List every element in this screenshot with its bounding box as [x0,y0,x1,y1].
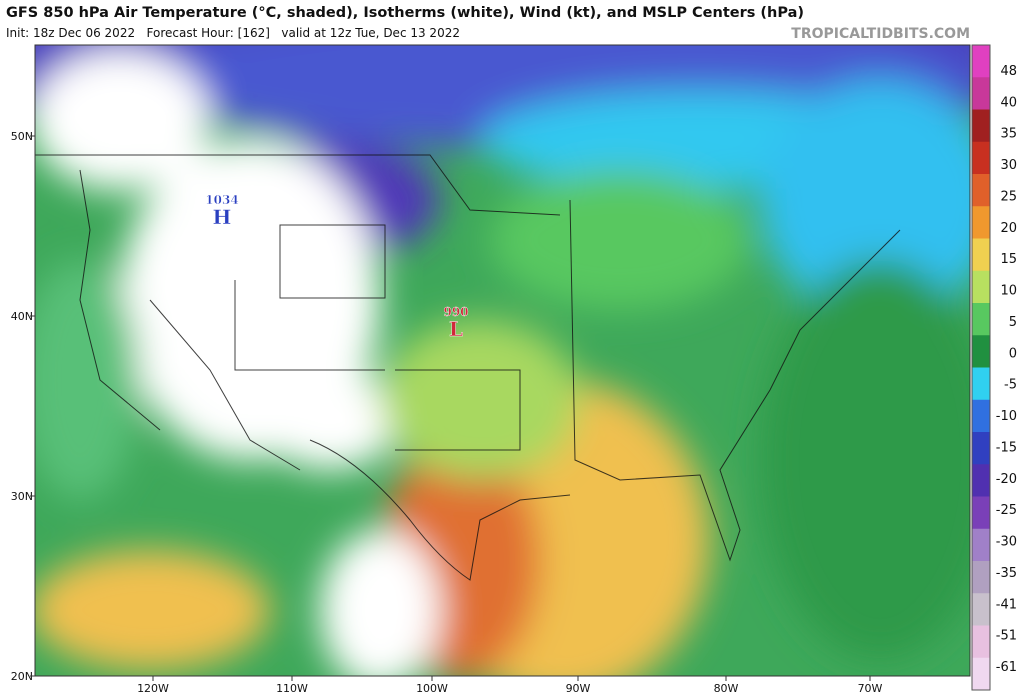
colorbar-label: 35 [1000,127,1017,142]
colorbar-label: 25 [1000,189,1017,204]
colorbar-label: 10 [1000,284,1017,299]
colorbar-segment [972,335,990,368]
lon-label: 80W [714,682,739,695]
colorbar-label: -20 [996,472,1017,487]
lon-label: 110W [276,682,308,695]
map [35,45,970,676]
colorbar-segment [972,528,990,562]
colorbar-segment [972,657,990,691]
pressure-center: L [449,317,463,341]
colorbar-segment [972,464,990,497]
colorbar-segment [972,109,990,143]
colorbar-segment [972,141,990,175]
lon-label: 70W [858,682,883,695]
colorbar-label: -30 [996,535,1017,550]
lon-label: 90W [566,682,591,695]
colorbar-segment [972,174,990,207]
colorbar-segment [972,399,990,433]
pressure-center: H [213,205,232,229]
colorbar-label: 30 [1000,158,1017,173]
colorbar-segment [972,432,990,465]
colorbar-segment [972,206,990,239]
colorbar-segment [972,496,990,530]
lat-label: 40N [11,310,33,323]
lon-label: 100W [416,682,448,695]
colorbar-label: -35 [996,566,1017,581]
colorbar-segment [972,625,990,659]
lon-label: 120W [137,682,169,695]
colorbar-segment [972,238,990,272]
lat-label: 30N [11,490,33,503]
title: GFS 850 hPa Air Temperature (°C, shaded)… [6,5,804,21]
lat-label: 20N [11,670,33,683]
colorbar-label: -25 [996,503,1017,518]
colorbar-label: 5 [1009,315,1017,330]
colorbar-segment [972,367,990,401]
pressure-value: 1034 [205,193,238,207]
colorbar-label: -15 [996,440,1017,455]
colorbar-segment [972,561,990,594]
credit: TROPICALTIDBITS.COM [791,26,970,42]
colorbar-label: 48 [1000,64,1017,79]
colorbar-label: -10 [996,409,1017,424]
map-frame [34,44,971,677]
colorbar-frame [971,44,991,691]
colorbar-label: 0 [1009,346,1017,361]
colorbar-label: -41 [996,597,1017,612]
pressure-value: 990 [443,305,468,319]
colorbar-segment [972,303,990,336]
colorbar-label: -51 [996,629,1017,644]
colorbar-label: -61 [996,660,1017,675]
colorbar-segment [972,270,990,304]
lat-label: 50N [11,130,33,143]
colorbar-label: -5 [1004,378,1017,393]
colorbar-segment [972,45,990,78]
colorbar-label: 20 [1000,221,1017,236]
colorbar-segment [972,593,990,626]
colorbar-label: 40 [1000,95,1017,110]
subtitle: Init: 18z Dec 06 2022 Forecast Hour: [16… [6,26,460,40]
colorbar-label: 15 [1000,252,1017,267]
colorbar-segment [972,77,990,110]
